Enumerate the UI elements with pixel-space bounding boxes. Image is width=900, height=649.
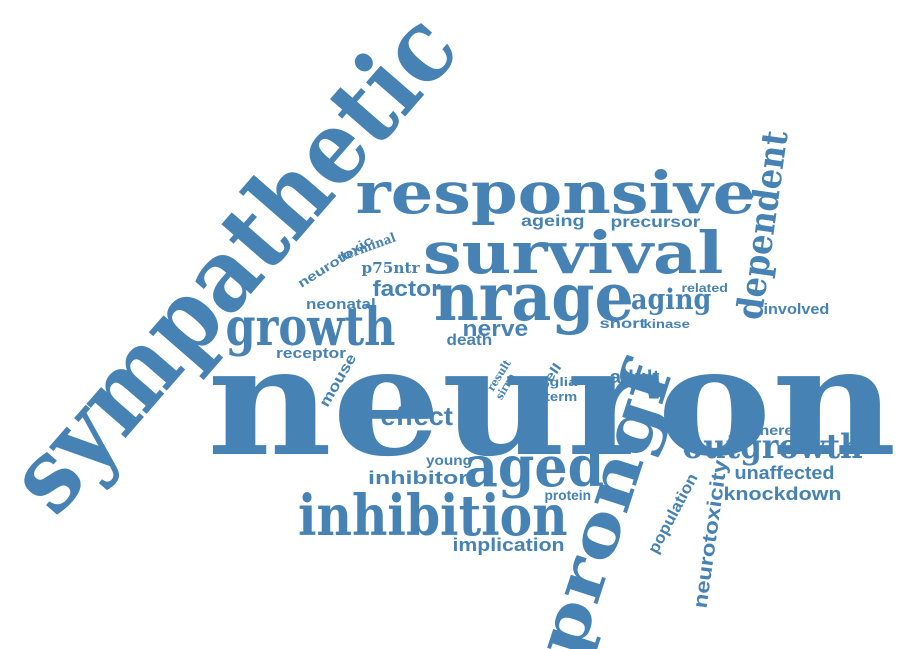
word-survival: survival: [422, 219, 724, 287]
word-unaffected: unaffected: [733, 463, 835, 483]
word-kinase: kinase: [642, 317, 690, 331]
word-aging: aging: [631, 283, 712, 316]
word-short: short: [599, 315, 645, 331]
word-inhibition: inhibition: [297, 483, 568, 549]
word-inhibitor: inhibitor: [367, 468, 468, 488]
word-protein: protein: [543, 487, 591, 503]
word-death: death: [446, 332, 492, 349]
word-involved: involved: [763, 300, 829, 318]
word-neuron: neuron: [207, 314, 897, 490]
word-precursor: precursor: [610, 214, 700, 231]
word-implication: implication: [451, 535, 565, 555]
word-aged: aged: [464, 434, 605, 500]
word-related: related: [680, 281, 728, 295]
word-growth: growth: [225, 297, 396, 358]
word-receptor: receptor: [275, 344, 347, 362]
word-outgrowth: outgrowth: [681, 427, 863, 467]
word-neonatal: neonatal: [306, 295, 376, 313]
word-glia: glia: [549, 375, 577, 389]
word-ageing: ageing: [521, 213, 585, 230]
word-nrage: nrage: [433, 258, 634, 336]
word-adult: adult: [608, 367, 660, 387]
word-young: young: [426, 452, 472, 468]
word-p75ntr: p75ntr: [360, 258, 420, 277]
word-nerve: nerve: [462, 316, 528, 341]
word-whereas: whereas: [746, 422, 812, 438]
word-responsive: responsive: [354, 159, 755, 227]
word-factor: factor: [371, 276, 441, 301]
word-term: term: [544, 388, 578, 404]
word-dependent: dependent: [728, 127, 797, 323]
word-effect: effect: [380, 401, 453, 431]
word-knockdown: knockdown: [722, 484, 842, 504]
